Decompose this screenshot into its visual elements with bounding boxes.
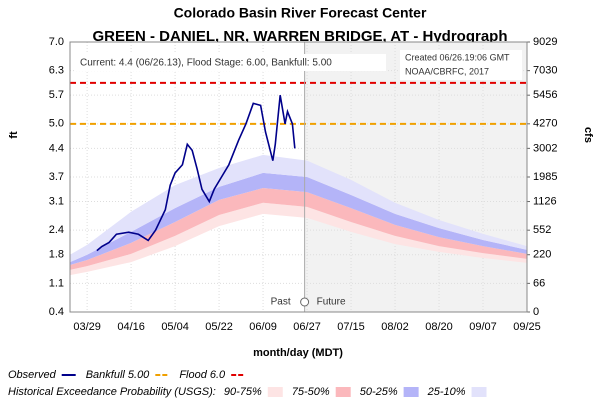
legend-swatch [267, 387, 283, 397]
x-tick-label: 06/27 [293, 321, 321, 333]
future-label: Future [317, 297, 346, 308]
legend-label: 25-10% [427, 386, 466, 398]
y2-tick-label: 66 [533, 277, 545, 289]
legend-label: Flood 6.0 [179, 369, 226, 381]
x-tick-label: 05/04 [161, 321, 189, 333]
chart-subtitle: GREEN - DANIEL, NR, WARREN BRIDGE, AT - … [92, 28, 507, 45]
x-tick-label: 09/07 [469, 321, 497, 333]
annotation-box [76, 54, 386, 71]
legend-label: Observed [8, 369, 57, 381]
y-tick-label: 3.7 [49, 171, 64, 183]
created-note: Created 06/26.19:06 GMT [405, 52, 510, 62]
x-tick-label: 09/25 [513, 321, 541, 333]
y2-tick-label: 5456 [533, 89, 557, 101]
y2-axis-label: cfs [582, 127, 594, 143]
y-tick-label: 1.1 [49, 277, 64, 289]
y2-tick-label: 552 [533, 224, 551, 236]
legend-label: 50-25% [360, 386, 398, 398]
past-label: Past [271, 297, 291, 308]
info-box [400, 50, 522, 80]
y2-tick-label: 3002 [533, 142, 557, 154]
y-tick-label: 5.0 [49, 118, 64, 130]
legend-label: Bankfull 5.00 [86, 369, 150, 381]
annotation: Current: 4.4 (06/26.13), Flood Stage: 6.… [80, 58, 332, 69]
x-tick-label: 08/02 [381, 321, 409, 333]
y-tick-label: 7.0 [49, 36, 64, 48]
legend-swatch [403, 387, 419, 397]
y2-tick-label: 220 [533, 249, 551, 261]
legend-label: 90-75% [224, 386, 262, 398]
legend-swatch [335, 387, 351, 397]
credit-note: NOAA/CBRFC, 2017 [405, 66, 489, 76]
y-tick-label: 5.7 [49, 89, 64, 101]
x-tick-label: 05/22 [205, 321, 233, 333]
exceedance-band [70, 154, 527, 263]
y-axis-label: ft [8, 131, 20, 139]
y-tick-label: 3.1 [49, 195, 64, 207]
y-tick-label: 0.4 [49, 306, 64, 318]
y-tick-label: 1.8 [49, 249, 64, 261]
y-tick-label: 2.4 [49, 224, 64, 236]
y2-tick-label: 1126 [533, 195, 557, 207]
y2-tick-label: 4270 [533, 118, 557, 130]
x-tick-label: 07/15 [337, 321, 365, 333]
plot-frame [69, 41, 528, 313]
y2-tick-label: 9029 [533, 36, 557, 48]
legend-title: Historical Exceedance Probability (USGS)… [8, 386, 216, 398]
x-tick-label: 04/16 [117, 321, 145, 333]
y2-tick-label: 0 [533, 306, 539, 318]
x-axis-label: month/day (MDT) [253, 347, 343, 359]
y2-tick-label: 7030 [533, 65, 557, 77]
exceedance-band [70, 188, 527, 270]
y-tick-label: 6.3 [49, 65, 64, 77]
x-tick-label: 03/29 [73, 321, 101, 333]
y2-tick-label: 1985 [533, 171, 557, 183]
legend-label: 75-50% [292, 386, 330, 398]
x-tick-label: 06/09 [249, 321, 277, 333]
legend-swatch [471, 387, 487, 397]
past-future-icon [300, 297, 310, 307]
x-tick-label: 08/20 [425, 321, 453, 333]
observed-line [96, 95, 296, 252]
chart-title: Colorado Basin River Forecast Center [174, 5, 427, 21]
y-tick-label: 4.4 [49, 142, 64, 154]
